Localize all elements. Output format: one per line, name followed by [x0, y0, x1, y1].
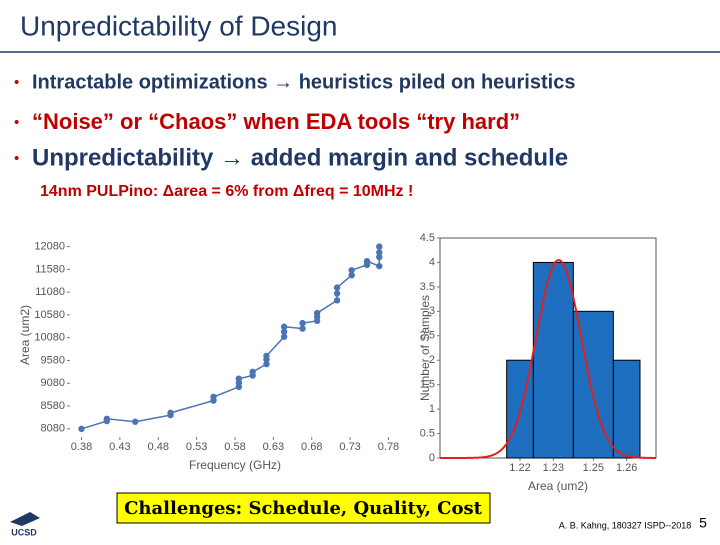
callout: Challenges: Schedule, Quality, Cost — [124, 498, 483, 519]
bullet: Intractable optimizations → heuristics p… — [32, 71, 575, 93]
y-tick-label: 10080 — [34, 332, 65, 344]
x-tick-label: 0.48 — [148, 441, 169, 453]
y-tick-label: 4.5 — [420, 232, 435, 244]
point — [249, 368, 256, 376]
y-tick-label: 11080 — [35, 286, 65, 298]
x-tick-label: 1.22 — [509, 462, 530, 474]
x-axis-label: Area (um2) — [528, 479, 588, 493]
point — [313, 309, 321, 317]
y-tick-label: 10580 — [34, 309, 65, 321]
x-tick-label: 0.53 — [186, 441, 207, 453]
point — [376, 243, 383, 250]
x-tick-label: 0.78 — [378, 441, 399, 453]
bullet: Unpredictability → added margin and sche… — [32, 144, 568, 171]
bullet-marker: • — [14, 150, 19, 167]
point — [235, 375, 243, 382]
bar — [612, 359, 641, 459]
bar — [532, 261, 574, 459]
x-tick-label: 0.58 — [224, 441, 245, 453]
y-tick-label: 1.5 — [420, 379, 435, 391]
x-axis-label: Frequency (GHz) — [189, 458, 281, 472]
bullet: “Noise” or “Chaos” when EDA tools “try h… — [32, 109, 520, 134]
point — [376, 249, 383, 256]
y-tick-label: 8580 — [41, 400, 65, 412]
y-axis-label: Area (um2) — [18, 305, 32, 365]
point — [78, 425, 85, 432]
point — [263, 352, 270, 360]
point — [103, 415, 111, 422]
x-tick-label: 0.63 — [263, 441, 284, 453]
y-tick-label: 4 — [429, 256, 435, 268]
logo-text: UCSD — [11, 527, 37, 537]
y-tick-label: 8080 — [41, 423, 65, 435]
bar — [572, 310, 614, 459]
logo-mark — [10, 512, 40, 526]
point — [132, 418, 139, 425]
point — [333, 290, 341, 297]
point — [348, 267, 355, 274]
point — [299, 325, 306, 332]
y-tick-label: 2 — [429, 354, 435, 366]
point — [280, 328, 288, 335]
callout-box — [116, 492, 491, 524]
x-tick-label: 0.68 — [301, 441, 322, 453]
x-tick-label: 1.23 — [543, 462, 564, 474]
y-tick-label: 1 — [429, 403, 435, 415]
point — [376, 253, 383, 261]
note: 14nm PULPino: Δarea = 6% from Δfreq = 10… — [40, 183, 413, 200]
y-tick-label: 9080 — [41, 377, 65, 389]
point — [167, 409, 174, 417]
x-tick-label: 0.43 — [109, 441, 130, 453]
x-tick-label: 1.26 — [616, 462, 637, 474]
y-tick-label: 12080 — [34, 240, 65, 252]
page-number: 5 — [699, 515, 707, 531]
x-tick-label: 1.25 — [583, 462, 604, 474]
y-tick-label: 2.5 — [420, 330, 435, 342]
point — [299, 319, 306, 327]
point — [333, 297, 341, 304]
point — [210, 393, 217, 401]
point — [280, 333, 288, 340]
title: Unpredictability of Design — [20, 10, 338, 41]
y-tick-label: 3 — [429, 305, 435, 317]
y-axis-label: Number of Samples — [418, 295, 432, 401]
y-tick-label: 0.5 — [420, 427, 435, 439]
point — [333, 284, 341, 291]
point — [280, 323, 288, 330]
x-tick-label: 0.73 — [339, 441, 360, 453]
y-tick-label: 11580 — [35, 263, 65, 275]
y-tick-label: 9580 — [41, 354, 65, 366]
point — [263, 360, 270, 368]
footer: A. B. Kahng, 180327 ISPD--2018 — [559, 520, 692, 530]
point — [348, 272, 355, 279]
x-tick-label: 0.38 — [71, 441, 92, 453]
y-tick-label: 0 — [429, 452, 435, 464]
bullet-marker: • — [14, 74, 19, 91]
bullet-marker: • — [14, 114, 19, 131]
fit-curve — [440, 258, 656, 459]
line — [81, 246, 381, 430]
point — [363, 257, 371, 265]
point — [376, 262, 383, 270]
y-tick-label: 3.5 — [420, 281, 435, 293]
